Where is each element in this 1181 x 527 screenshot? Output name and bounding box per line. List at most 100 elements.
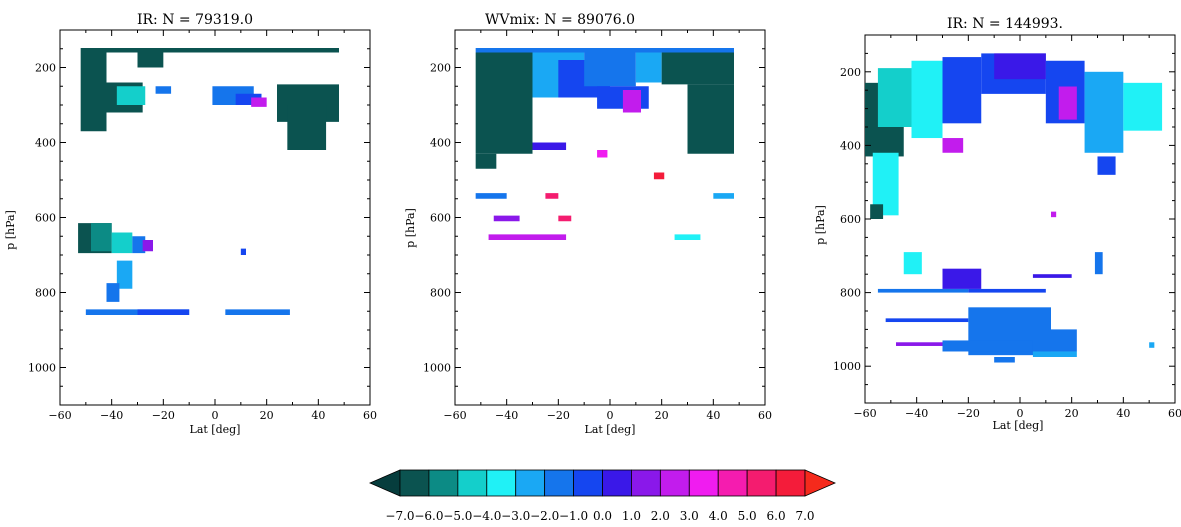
panel-title: IR: N = 79319.0 — [137, 12, 253, 28]
x-tick-label: −60 — [48, 409, 71, 422]
colorbar-tick-label: −3.0 — [501, 509, 530, 523]
heatmap-cell — [558, 215, 572, 222]
heatmap-cell — [911, 60, 943, 139]
x-tick-label: −20 — [957, 407, 980, 420]
heatmap-cell — [896, 342, 943, 346]
colorbar-tick-label: 2.0 — [651, 509, 670, 523]
heatmap-cell — [111, 232, 133, 254]
heatmap-cell — [1097, 156, 1116, 175]
heatmap-cell — [877, 68, 917, 127]
colorbar-swatch — [688, 469, 719, 497]
heatmap-cell — [687, 84, 734, 154]
colorbar-swatch — [486, 469, 517, 497]
heatmap-cell — [903, 252, 922, 275]
colorbar-tick-label: −6.0 — [414, 509, 443, 523]
heatmap-cell — [870, 204, 884, 219]
heatmap-cells — [865, 53, 1163, 363]
colorbar-tick-label: 4.0 — [709, 509, 728, 523]
colorbar-tick-label: −4.0 — [472, 509, 501, 523]
heatmap-cell — [1032, 274, 1072, 278]
colorbar-swatch — [544, 469, 574, 497]
colorbar-tick-label: 6.0 — [767, 509, 786, 523]
heatmap-cell — [91, 223, 112, 252]
x-tick-label: 40 — [706, 409, 720, 422]
colorbar-swatch — [428, 469, 459, 497]
heatmap-cell — [622, 90, 641, 113]
heatmap-cell — [1032, 351, 1077, 357]
colorbar-swatch — [717, 469, 748, 497]
heatmap-cell — [132, 236, 146, 254]
heatmap-cell — [1051, 211, 1057, 218]
colorbar-swatch — [659, 469, 690, 497]
heatmap-cell — [475, 52, 533, 154]
heatmap-cell — [80, 48, 340, 53]
x-tick-label: 60 — [363, 409, 377, 422]
x-tick-label: 0 — [212, 409, 219, 422]
heatmap-cell — [142, 240, 153, 252]
heatmap-cell — [155, 86, 172, 94]
heatmap-cell — [235, 93, 262, 105]
y-tick-label: 400 — [840, 139, 861, 152]
panel-ir-144993: IR: N = 144993. −60 −40 −20 0 20 40 60 200 400 60… — [814, 16, 1181, 432]
y-tick-label: 400 — [35, 137, 56, 150]
x-tick-label: −20 — [547, 409, 570, 422]
colorbar-tick-label: −7.0 — [385, 509, 414, 523]
heatmap-cell — [1123, 82, 1163, 131]
colorbar-swatch — [573, 469, 603, 497]
colorbar-tick-label: 5.0 — [738, 509, 757, 523]
y-tick-label: 1000 — [28, 362, 56, 375]
x-tick-label: −40 — [100, 409, 123, 422]
heatmap-cell — [877, 288, 969, 293]
y-tick-label: 600 — [35, 212, 56, 225]
heatmap-cell — [475, 48, 734, 53]
heatmap-cell — [1058, 86, 1077, 120]
panel-title: WVmix: N = 89076.0 — [485, 12, 635, 28]
x-tick-label: 40 — [1116, 407, 1130, 420]
heatmap-cell — [635, 52, 662, 83]
x-tick-label: 40 — [311, 409, 325, 422]
heatmap-cell — [116, 260, 133, 289]
heatmap-cell — [80, 52, 107, 132]
y-tick-label: 1000 — [833, 360, 861, 373]
y-tick-label: 400 — [430, 137, 451, 150]
axis-ticks: −60 −40 −20 0 20 40 60 200 400 600 800 1000 — [833, 34, 1181, 420]
x-tick-label: −60 — [853, 407, 876, 420]
heatmap-cell — [942, 268, 982, 289]
heatmap-cell — [1149, 342, 1155, 348]
colorbar-tick-label: −1.0 — [559, 509, 588, 523]
heatmap-cell — [597, 150, 608, 158]
heatmap-cell — [994, 357, 1015, 363]
y-tick-label: 800 — [430, 287, 451, 300]
x-axis-label: Lat [deg] — [190, 423, 241, 436]
heatmap-cell — [287, 105, 327, 150]
heatmap-cell — [488, 234, 567, 240]
colorbar-swatch — [602, 469, 632, 497]
x-tick-label: −40 — [495, 409, 518, 422]
heatmap-cell — [532, 142, 567, 150]
colorbar-swatch — [515, 469, 546, 497]
x-tick-label: 0 — [1017, 407, 1024, 420]
heatmap-cell — [942, 138, 964, 153]
colorbar-tick-label: 3.0 — [680, 509, 699, 523]
heatmap-cell — [137, 52, 164, 68]
colorbar-tick-label: −5.0 — [443, 509, 472, 523]
heatmap-cell — [475, 153, 497, 169]
colorbar-tick-labels: −7.0 −6.0 −5.0 −4.0 −3.0 −2.0 −1.0 0.0 1.0 2.0 3.0… — [385, 509, 814, 523]
y-tick-label: 200 — [430, 62, 451, 75]
colorbar: −7.0 −6.0 −5.0 −4.0 −3.0 −2.0 −1.0 0.0 1.0 2.0 3.0… — [368, 469, 837, 523]
x-tick-label: 0 — [607, 409, 614, 422]
colorbar-tick-label: 0.0 — [593, 509, 612, 523]
heatmap-cell — [251, 97, 267, 107]
axis-ticks: −60 −40 −20 0 20 40 60 200 400 600 800 1000 — [28, 29, 377, 422]
heatmap-cell — [137, 309, 190, 315]
heatmap-cell — [106, 283, 120, 302]
heatmap-cell — [968, 288, 1046, 293]
heatmap-cell — [885, 318, 969, 323]
y-tick-label: 200 — [840, 66, 861, 79]
heatmap-cell — [661, 52, 734, 85]
x-axis-label: Lat [deg] — [585, 423, 636, 436]
heatmap-cell — [116, 86, 146, 105]
y-axis-label: p [hPa] — [404, 208, 417, 248]
x-tick-label: −40 — [905, 407, 928, 420]
